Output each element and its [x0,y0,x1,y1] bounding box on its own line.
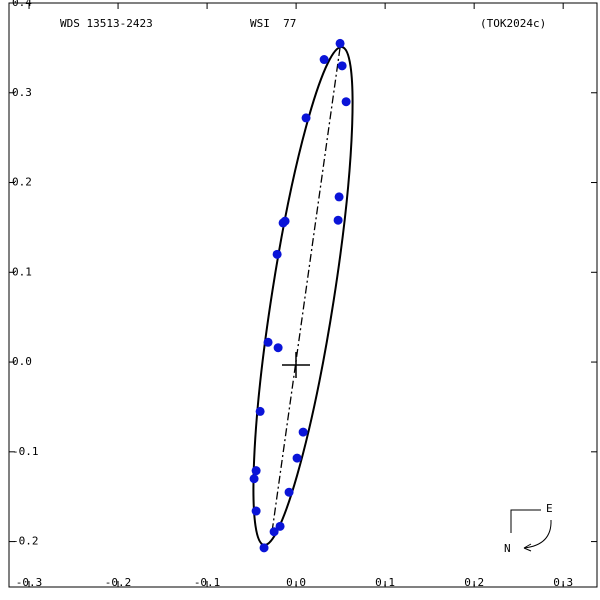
y-tick-label: -0.1 [12,445,39,458]
observation-point [255,406,265,416]
compass [510,509,541,533]
observation-point [284,487,294,497]
reference: (TOK2024c) [480,17,546,30]
observation-point [251,506,261,516]
x-tick-label: -0.3 [16,576,43,589]
chart-subtitle: WSI 77 [250,17,296,30]
observation-point [251,466,261,476]
y-tick-label: 0.0 [12,355,32,368]
observation-point [301,113,311,123]
x-tick-label: 0.0 [286,576,306,589]
observation-point [249,474,259,484]
observation-point [319,55,329,65]
observation-point [269,527,279,537]
chart-title: WDS 13513-2423 [60,17,153,30]
plot-frame [8,2,598,588]
y-tick-label: 0.4 [12,0,32,9]
x-tick-label: 0.1 [375,576,395,589]
y-tick-label: 0.1 [12,265,32,278]
x-tick-label: 0.3 [553,576,573,589]
observation-point [335,38,345,48]
observation-point [341,97,351,107]
observation-point [272,249,282,259]
compass-arrow [523,519,552,549]
observation-point [273,343,283,353]
y-tick-label: 0.3 [12,86,32,99]
observation-point [275,521,285,531]
x-tick-label: -0.2 [105,576,132,589]
observation-point [333,215,343,225]
line-of-nodes [271,47,341,533]
observation-point [334,192,344,202]
observation-point [337,61,347,71]
x-tick-label: 0.2 [464,576,484,589]
x-tick-label: -0.1 [194,576,221,589]
compass-north: N [504,542,511,555]
observation-point [292,453,302,463]
observation-point [263,337,273,347]
compass-east: E [546,502,553,515]
compass-arrow [523,543,532,552]
observation-point [278,218,288,228]
observation-point [259,543,269,553]
observation-point [298,427,308,437]
y-tick-label: -0.2 [12,535,39,548]
y-tick-label: 0.2 [12,176,32,189]
